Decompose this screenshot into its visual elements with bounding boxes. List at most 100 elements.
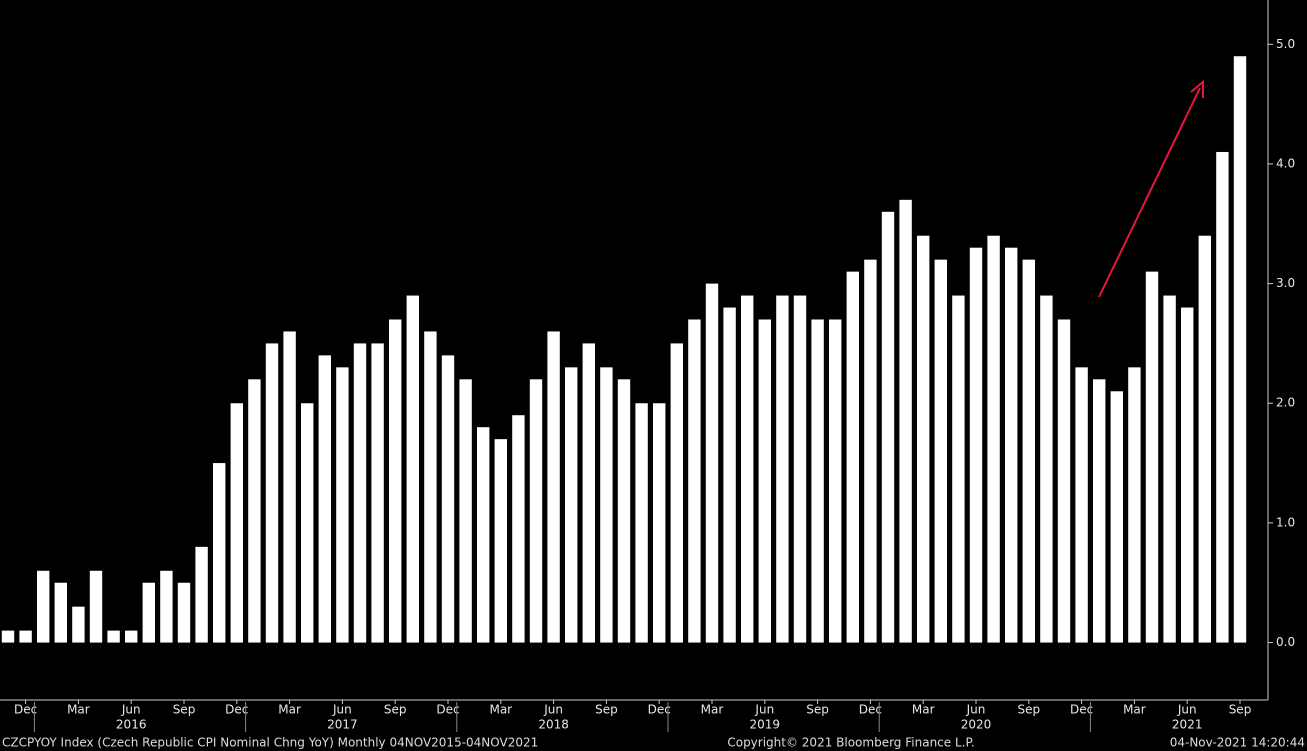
bar xyxy=(723,307,736,643)
bar xyxy=(1163,295,1176,643)
bar xyxy=(441,355,455,643)
bar xyxy=(1075,367,1088,643)
x-tick-label: Sep xyxy=(595,703,618,717)
bar xyxy=(987,235,1000,643)
x-tick-label: Mar xyxy=(1123,703,1146,717)
y-tick-label: 1.0 xyxy=(1276,515,1295,529)
bar xyxy=(160,570,173,643)
bar xyxy=(494,439,507,643)
bar xyxy=(248,379,261,643)
x-tick-label: Sep xyxy=(384,703,407,717)
footer-right: 04-Nov-2021 14:20:44 xyxy=(1170,736,1305,750)
year-label: 2021 xyxy=(1172,718,1203,732)
x-tick-label: Dec xyxy=(648,703,671,717)
x-tick-label: Jun xyxy=(332,703,352,717)
x-tick-label: Jun xyxy=(1177,703,1197,717)
x-tick-label: Sep xyxy=(1017,703,1040,717)
bar xyxy=(617,379,631,643)
bar xyxy=(881,211,895,643)
y-tick-label: 0.0 xyxy=(1276,635,1295,649)
bar xyxy=(265,343,279,643)
x-tick-label: Dec xyxy=(859,703,882,717)
bar xyxy=(811,319,824,643)
x-tick-label: Sep xyxy=(1229,703,1252,717)
bar xyxy=(213,463,226,643)
bar xyxy=(846,271,859,643)
x-tick-label: Mar xyxy=(489,703,512,717)
bar xyxy=(37,570,50,643)
bar xyxy=(1022,259,1035,643)
x-tick-label: Jun xyxy=(121,703,141,717)
bar xyxy=(1057,319,1071,643)
bar xyxy=(582,343,595,643)
bar xyxy=(336,367,349,643)
bar xyxy=(547,331,560,643)
y-tick-label: 4.0 xyxy=(1276,156,1295,170)
bar xyxy=(318,355,331,643)
bar xyxy=(776,295,789,643)
x-tick-label: Mar xyxy=(912,703,935,717)
bar xyxy=(1128,367,1141,643)
bar xyxy=(934,259,947,643)
bar xyxy=(600,367,613,643)
bar xyxy=(1093,379,1106,643)
x-tick-label: Dec xyxy=(436,703,459,717)
bar xyxy=(107,630,120,643)
bar xyxy=(89,570,103,643)
year-label: 2017 xyxy=(327,718,358,732)
bar xyxy=(688,319,701,643)
bar xyxy=(371,343,384,643)
bar xyxy=(635,403,648,643)
trend-arrow xyxy=(1098,79,1204,298)
x-tick-label: Dec xyxy=(14,703,37,717)
year-label: 2019 xyxy=(750,718,781,732)
bar xyxy=(670,343,683,643)
bar xyxy=(389,319,402,643)
x-tick-label: Dec xyxy=(1070,703,1093,717)
bar xyxy=(125,630,138,643)
x-tick-label: Jun xyxy=(543,703,563,717)
x-tick-label: Jun xyxy=(966,703,986,717)
x-tick-label: Mar xyxy=(701,703,724,717)
bar xyxy=(72,606,85,643)
bar xyxy=(1,630,15,643)
bar xyxy=(195,546,208,643)
bar xyxy=(1005,247,1018,643)
bar xyxy=(459,379,472,643)
bar xyxy=(741,295,754,643)
x-tick-label: Jun xyxy=(754,703,774,717)
bar xyxy=(1198,235,1211,643)
bar xyxy=(565,367,578,643)
bar xyxy=(19,630,32,643)
bar xyxy=(512,415,525,643)
bar xyxy=(917,235,930,643)
footer-left: CZCPYOY Index (Czech Republic CPI Nomina… xyxy=(2,736,538,750)
bar xyxy=(477,427,490,643)
bar xyxy=(177,582,191,643)
bar xyxy=(529,379,543,643)
bar xyxy=(1216,151,1229,643)
bar xyxy=(952,295,965,643)
year-label: 2020 xyxy=(961,718,992,732)
bar xyxy=(301,403,314,643)
bar xyxy=(1181,307,1194,643)
bar xyxy=(969,247,983,643)
bar xyxy=(899,199,912,643)
bar xyxy=(653,403,666,643)
y-tick-label: 2.0 xyxy=(1276,396,1295,410)
bar xyxy=(1233,56,1247,643)
bar xyxy=(353,343,367,643)
footer-center: Copyright© 2021 Bloomberg Finance L.P. xyxy=(727,736,974,750)
year-label: 2018 xyxy=(538,718,569,732)
bar xyxy=(142,582,155,643)
bar xyxy=(793,295,807,643)
bar xyxy=(1040,295,1053,643)
bar xyxy=(864,259,877,643)
bar xyxy=(406,295,419,643)
bar xyxy=(230,403,243,643)
y-tick-label: 3.0 xyxy=(1276,276,1295,290)
bar xyxy=(1145,271,1159,643)
bar xyxy=(705,283,719,643)
